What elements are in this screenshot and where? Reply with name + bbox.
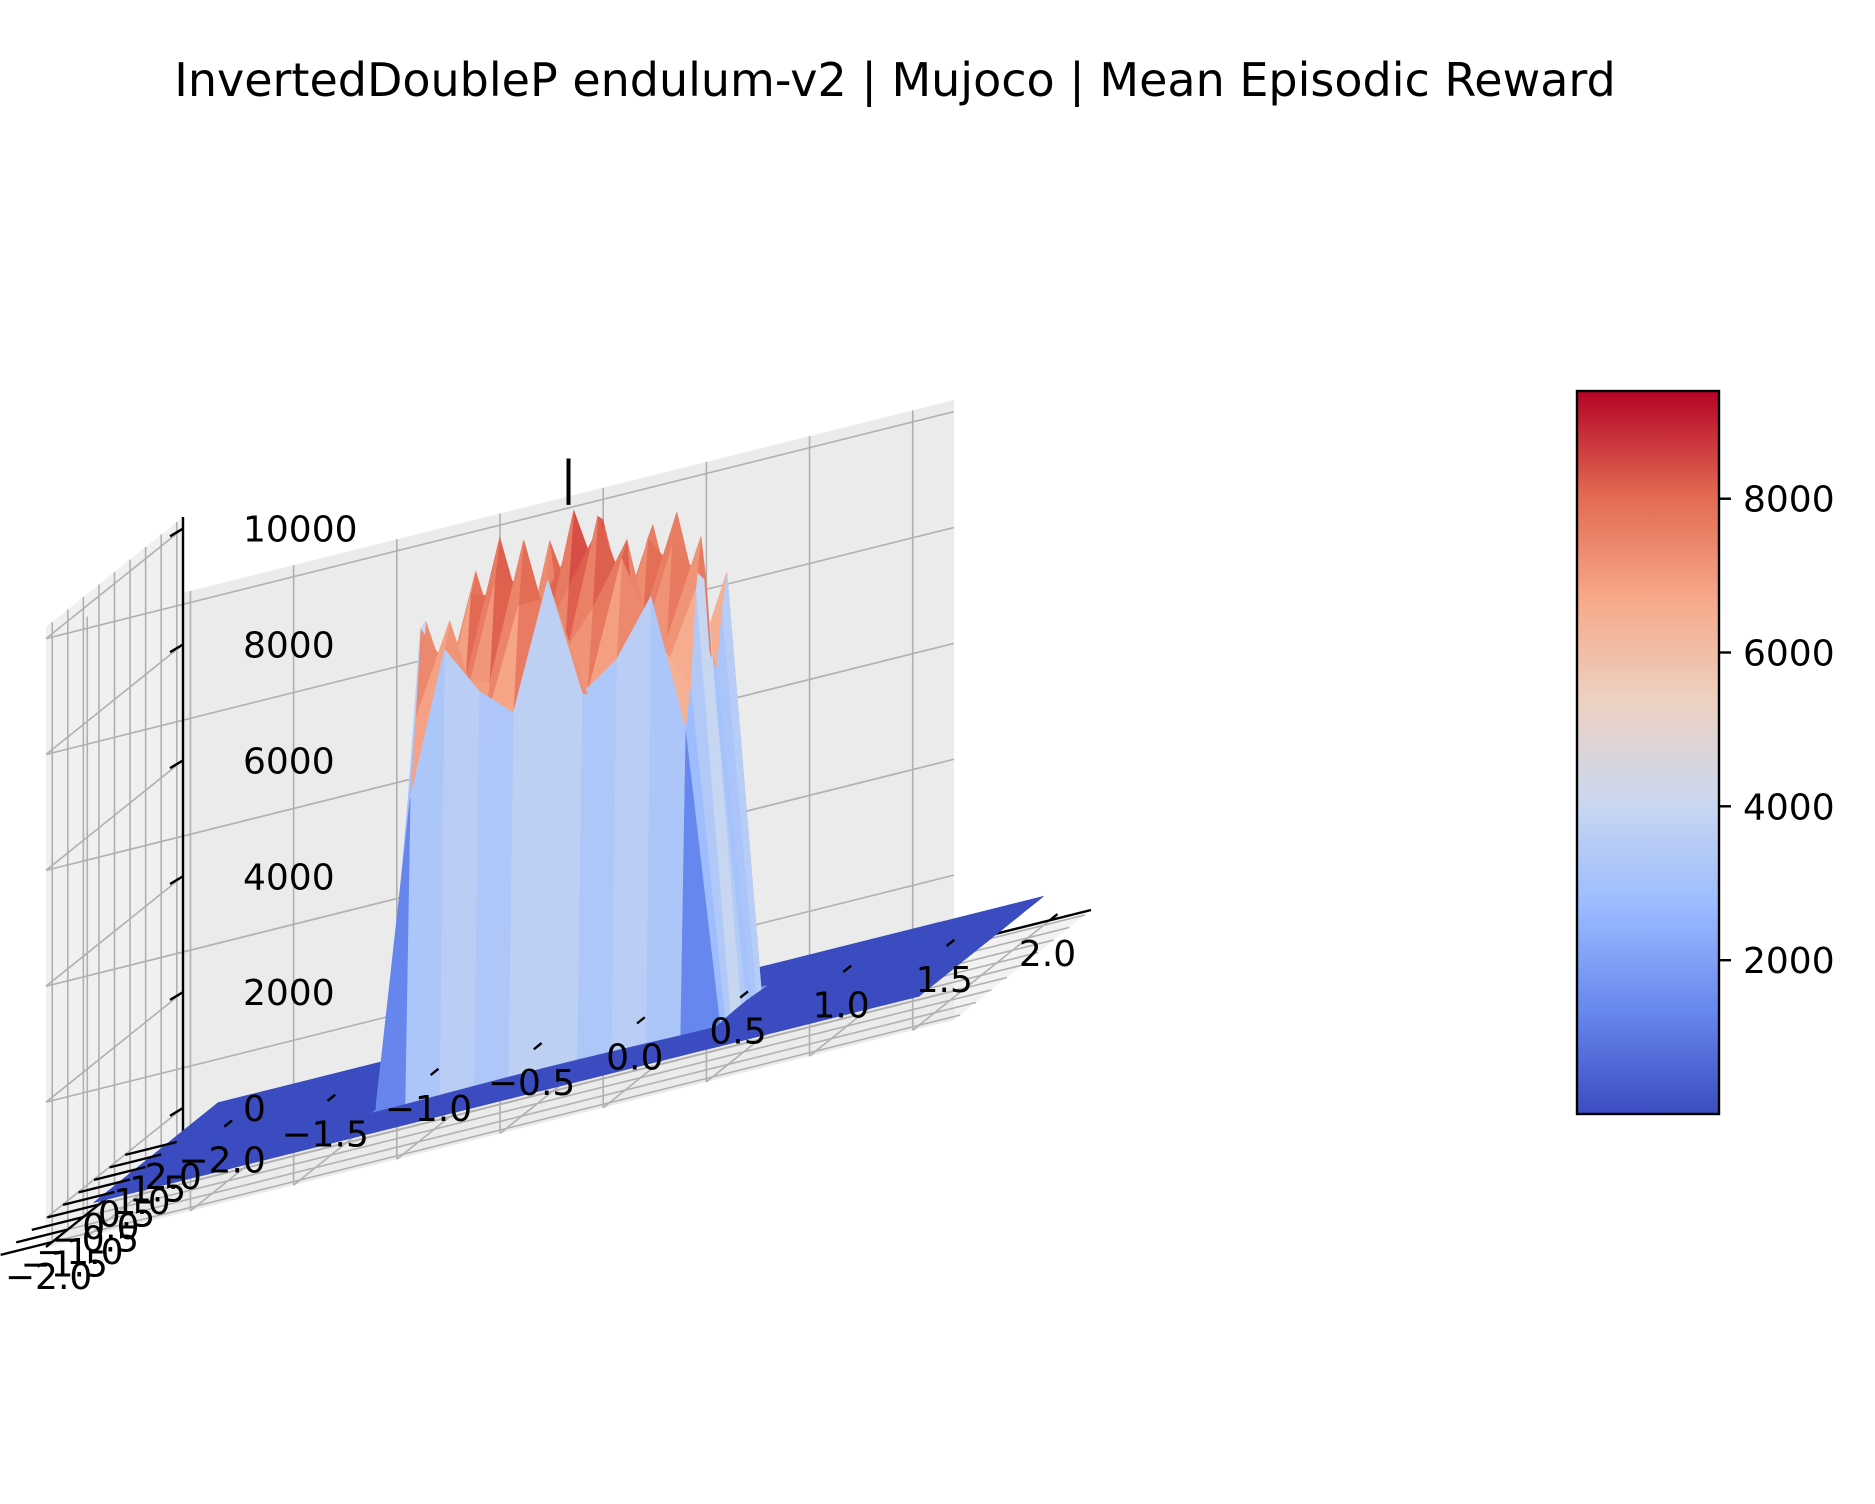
z-tick — [169, 1106, 184, 1117]
x-tick-label: 0.0 — [606, 1037, 663, 1078]
x-tick-label: −0.5 — [488, 1063, 575, 1104]
x-tick-label: 2.0 — [1019, 934, 1076, 975]
chart-title: InvertedDoubleP endulum-v2 | Mujoco | Me… — [174, 53, 1615, 108]
colorbar-tick-label: 4000 — [1743, 787, 1835, 828]
x-tick-label: 1.0 — [812, 986, 869, 1027]
grid-line — [45, 990, 955, 1219]
grid-line — [83, 989, 992, 1218]
y-tick-label: 0.0 — [82, 1207, 139, 1248]
y-tick — [78, 1178, 131, 1194]
x-tick — [1048, 913, 1059, 922]
z-tick — [169, 759, 184, 770]
grid-line — [45, 759, 184, 871]
x-tick — [223, 1119, 233, 1128]
z-tick-label: 6000 — [243, 741, 335, 782]
surface-facet — [439, 648, 480, 1096]
x-tick-label: −1.5 — [281, 1115, 368, 1156]
z-tick-label: 0 — [243, 1089, 266, 1130]
x-tick — [429, 1067, 440, 1077]
grid-line — [67, 1001, 976, 1231]
y-tick — [109, 1153, 162, 1169]
y-tick-label: −2.0 — [5, 1257, 92, 1298]
grid-line — [45, 991, 184, 1103]
y-tick-label: −0.5 — [52, 1219, 139, 1260]
surface-facet — [473, 690, 514, 1087]
y-tick-label: −1.5 — [20, 1244, 107, 1285]
z-tick-label: 10000 — [243, 510, 358, 551]
colorbar: 2000 4000 6000 8000 — [1575, 389, 1835, 1116]
y-tick-label: −1.0 — [36, 1232, 123, 1273]
z-tick-label: 2000 — [243, 973, 335, 1014]
colorbar-tick-label: 8000 — [1743, 480, 1835, 521]
grid-line — [45, 875, 184, 987]
colorbar-gradient — [1575, 389, 1721, 1116]
grid-line — [45, 1107, 184, 1219]
colorbar-tick-label: 2000 — [1743, 941, 1835, 982]
y-tick — [124, 1140, 178, 1157]
y-tick — [0, 1240, 53, 1257]
z-tick — [169, 991, 184, 1001]
y-tick-label: 1.0 — [113, 1182, 170, 1223]
x-tick-label: 1.5 — [916, 960, 973, 1001]
x-tick — [636, 1016, 646, 1025]
surface-plot — [93, 458, 1044, 1203]
x-tick — [842, 964, 852, 973]
y-tick — [93, 1165, 146, 1182]
x-tick — [739, 990, 749, 999]
tick-labels: −2.0−1.5−1.0−0.50.00.51.01.52.0−2.0−1.5−… — [0, 510, 1076, 1298]
y-tick-label: 2.0 — [145, 1157, 202, 1198]
grid-line — [45, 410, 955, 640]
surface-facet — [93, 1189, 134, 1203]
y-tick — [15, 1228, 69, 1244]
x-tick-label: −2.0 — [178, 1140, 265, 1181]
z-tick-label: 4000 — [243, 857, 335, 898]
grid-line — [52, 1014, 961, 1243]
z-tick — [169, 527, 184, 538]
grid-line — [45, 527, 184, 640]
y-tick-label: 1.5 — [129, 1169, 186, 1210]
surface-facet — [576, 658, 617, 1061]
surface-facet — [610, 596, 652, 1053]
x-tick-label: −1.0 — [385, 1089, 472, 1130]
x-tick — [533, 1042, 543, 1051]
y-tick-label: 0.5 — [98, 1194, 155, 1235]
y-tick — [47, 1203, 100, 1219]
x-tick — [326, 1093, 336, 1102]
z-tick — [169, 643, 184, 654]
x-tick-label: 0.5 — [709, 1012, 766, 1053]
z-tick — [169, 875, 184, 886]
grid-line — [45, 643, 184, 756]
z-tick-label: 8000 — [243, 626, 335, 667]
y-tick — [31, 1215, 84, 1232]
x-tick — [945, 938, 956, 948]
colorbar-tick-label: 6000 — [1743, 634, 1835, 675]
y-tick — [62, 1190, 115, 1207]
